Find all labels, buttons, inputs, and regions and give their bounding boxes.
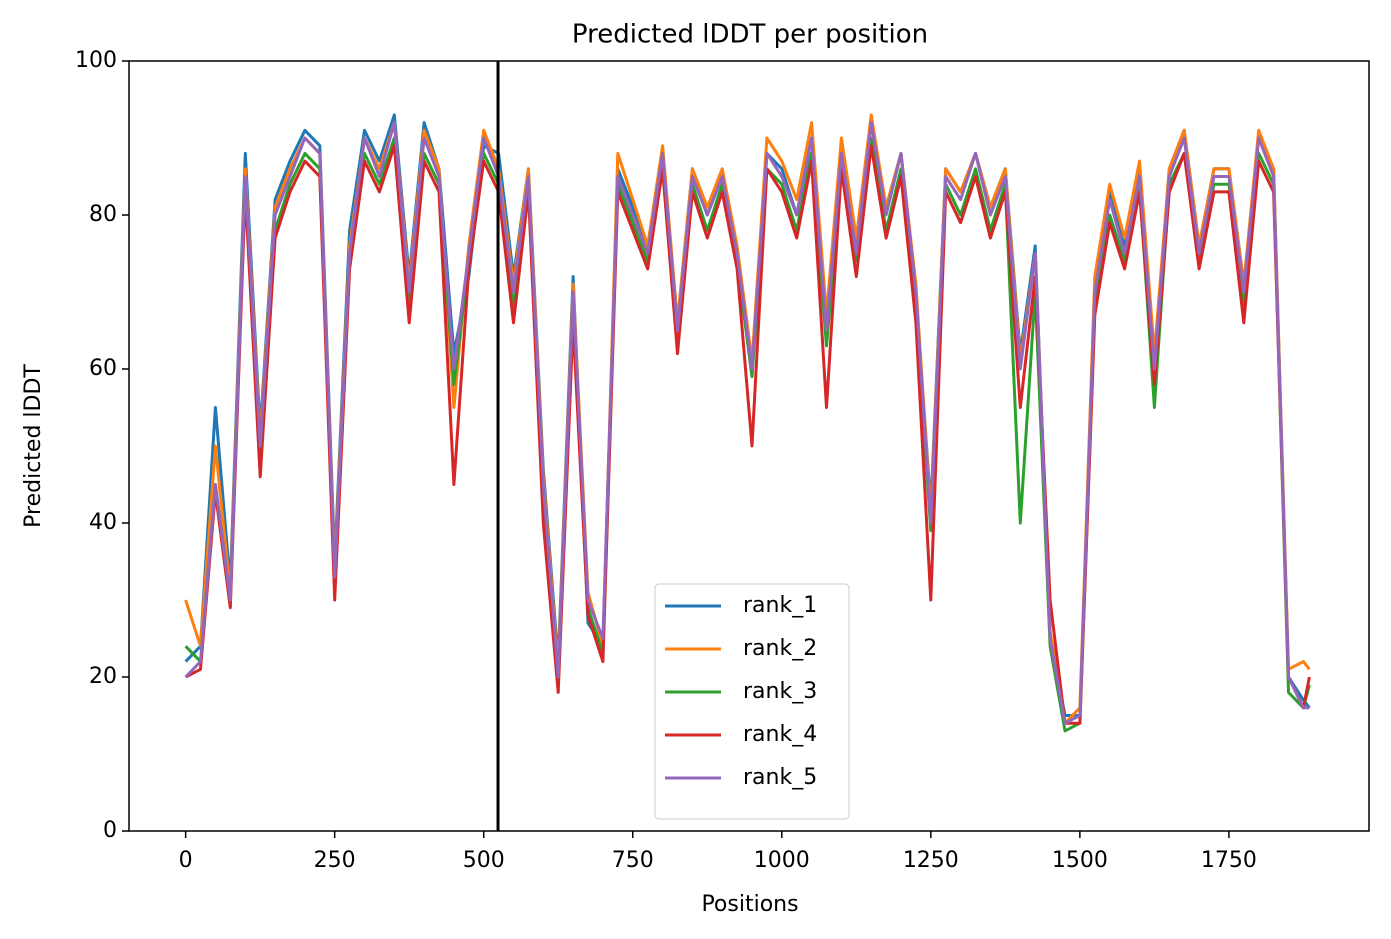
legend: rank_1 rank_2 rank_3 rank_4 rank_5	[654, 583, 850, 820]
y-axis-label: Predicted lDDT	[21, 364, 46, 528]
y-tick-label: 40	[89, 510, 117, 535]
y-tick-label: 100	[75, 48, 117, 73]
x-tick-label: 1750	[1201, 848, 1257, 873]
series-line	[184, 121, 1310, 725]
legend-box	[654, 583, 850, 820]
x-axis-label: Positions	[701, 892, 798, 917]
x-tick-label: 250	[314, 848, 356, 873]
x-tick-label: 0	[179, 848, 193, 873]
chart-title: Predicted lDDT per position	[572, 20, 928, 50]
x-tick-label: 1250	[903, 848, 959, 873]
x-tick-label: 1500	[1052, 848, 1108, 873]
legend-label: rank_3	[743, 679, 817, 704]
series-line	[184, 144, 1311, 725]
y-tick-label: 60	[89, 356, 117, 381]
legend-label: rank_5	[743, 765, 817, 790]
legend-label: rank_2	[743, 636, 817, 661]
x-tick-label: 1000	[754, 848, 810, 873]
y-tick-label: 80	[89, 202, 117, 227]
plot-frame	[128, 60, 1370, 832]
x-tick-label: 500	[463, 848, 505, 873]
legend-label: rank_1	[743, 593, 817, 618]
x-tick-label: 750	[612, 848, 654, 873]
legend-label: rank_4	[743, 722, 817, 747]
y-tick-label: 20	[89, 664, 117, 689]
y-tick-label: 0	[103, 818, 117, 843]
